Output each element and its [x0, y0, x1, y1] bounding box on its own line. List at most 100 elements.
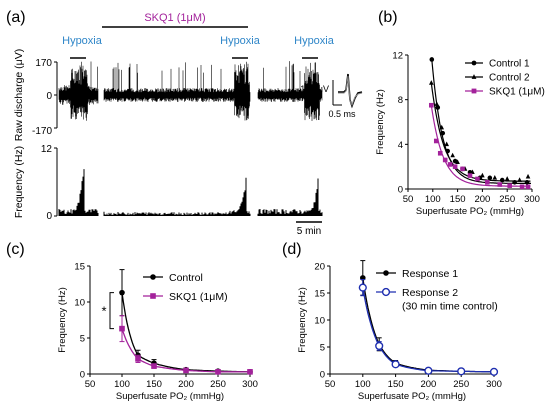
data-point — [475, 176, 480, 182]
data-point — [489, 367, 499, 376]
significance-star: * — [101, 304, 106, 319]
panel-c-label: (c) — [6, 241, 25, 258]
inset-scale-v-label: 170 μV — [300, 84, 329, 94]
y-tick-label: 15 — [314, 289, 325, 300]
data-point — [480, 172, 485, 178]
x-tick-label: 100 — [425, 194, 441, 205]
data-point — [429, 57, 435, 62]
data-point — [119, 289, 125, 296]
skq1-label: SKQ1 (1μM) — [144, 12, 205, 24]
data-point — [499, 177, 505, 183]
panel-b-label: (b) — [378, 9, 398, 26]
panel-d-label: (d) — [282, 241, 302, 258]
x-tick-label: 200 — [178, 379, 194, 390]
data-point — [119, 325, 125, 332]
y-tick-label: 8 — [398, 95, 403, 106]
x-tick-label: 250 — [499, 194, 515, 205]
legend-label: Response 2 — [402, 287, 458, 299]
x-tick-label: 300 — [524, 194, 540, 205]
x-tick-label: 50 — [403, 194, 414, 205]
y-tick-label: 0 — [320, 370, 325, 381]
raw-tick-label-0: 0 — [46, 91, 52, 102]
data-point — [519, 184, 525, 190]
data-point — [383, 270, 389, 276]
time-scale-label: 5 min — [297, 226, 321, 237]
x-tick-label: 100 — [114, 379, 130, 390]
legend-label: Control 2 — [489, 73, 530, 84]
panel-a: (a) Hypoxia Hypoxia Hypoxia SKQ1 (1μM) 1… — [6, 9, 363, 237]
fit-curve — [121, 328, 250, 373]
x-axis-label: Superfusate PO₂ (mmHg) — [416, 206, 524, 217]
data-point — [247, 369, 253, 375]
data-point — [381, 287, 391, 297]
y-tick-label: 5 — [80, 334, 85, 345]
y-tick-label: 0 — [80, 370, 85, 381]
x-tick-label: 250 — [210, 379, 226, 390]
data-point — [471, 74, 477, 79]
data-point — [440, 130, 446, 136]
x-tick-label: 50 — [85, 379, 96, 390]
y-tick-label: 4 — [398, 140, 403, 151]
data-point — [375, 341, 384, 351]
raw-discharge-trace — [58, 61, 323, 121]
x-tick-label: 200 — [474, 194, 490, 205]
y-tick-label: 20 — [314, 262, 325, 273]
data-point — [525, 173, 531, 179]
x-axis-label: Superfusate PO₂ (mmHg) — [116, 391, 224, 402]
y-tick-label: 12 — [392, 51, 403, 62]
raw-tick-label-neg170: -170 — [32, 126, 52, 137]
data-point — [471, 88, 477, 94]
freq-tick-label-12: 12 — [41, 144, 53, 155]
y-tick-label: 10 — [314, 316, 325, 327]
data-point — [150, 274, 156, 280]
data-point — [460, 166, 465, 172]
data-point — [442, 157, 448, 163]
data-point — [429, 102, 434, 108]
fit-curve — [430, 82, 531, 182]
y-tick-label: 15 — [74, 262, 85, 273]
data-point — [437, 150, 443, 156]
data-point — [439, 124, 445, 130]
chart-c: 50 100 150 200 250 300 0 5 10 15 Superfusate PO₂ (… — [57, 262, 258, 403]
freq-y-label: Frequency (Hz) — [13, 146, 25, 218]
y-axis-label: Frequency (Hz) — [375, 89, 386, 154]
raw-tick-label-170: 170 — [35, 58, 52, 69]
chart-b: 50 100 150 200 250 300 0 4 8 12 Superfusate PO₂ (m… — [375, 51, 545, 218]
data-point — [455, 159, 460, 164]
x-tick-label: 250 — [453, 379, 469, 390]
frequency-histogram — [58, 169, 323, 216]
data-point — [470, 169, 475, 175]
legend-label-line2: (30 min time control) — [402, 301, 498, 313]
data-point — [507, 183, 512, 188]
data-point — [150, 293, 156, 299]
spike-inset: 170 μV 0.5 ms — [300, 73, 363, 119]
significance-bracket — [109, 292, 114, 330]
y-axis-label: Frequency (Hz) — [297, 287, 308, 352]
data-point — [492, 175, 498, 180]
x-tick-label: 300 — [242, 379, 258, 390]
data-point — [215, 369, 221, 375]
x-tick-label: 150 — [450, 194, 466, 205]
y-tick-label: 0 — [398, 185, 403, 196]
x-tick-label: 100 — [355, 379, 371, 390]
panel-b: (b) 50 100 150 200 250 300 0 4 8 12 Superfusate PO… — [375, 9, 545, 217]
panel-c: (c) 50 100 150 200 250 300 0 5 10 15 Superfusate P… — [6, 241, 258, 402]
data-point — [471, 60, 477, 66]
legend-label: Response 1 — [402, 268, 458, 280]
data-point — [435, 105, 441, 110]
x-tick-label: 150 — [146, 379, 162, 390]
data-point — [497, 182, 503, 187]
data-point — [358, 283, 367, 292]
legend-label: Control — [169, 272, 203, 284]
hypoxia-label-2: Hypoxia — [220, 35, 261, 47]
panel-a-label: (a) — [6, 9, 26, 26]
hypoxia-label-1: Hypoxia — [62, 35, 103, 47]
panel-d: (d) 50 100 150 200 250 300 0 5 10 15 20 Superfusate… — [282, 241, 502, 402]
x-tick-label: 150 — [388, 379, 404, 390]
y-tick-label: 5 — [320, 343, 325, 354]
data-point — [457, 367, 466, 376]
data-point — [525, 184, 531, 190]
data-point — [151, 363, 157, 369]
data-point — [391, 360, 400, 369]
data-point — [467, 173, 473, 178]
